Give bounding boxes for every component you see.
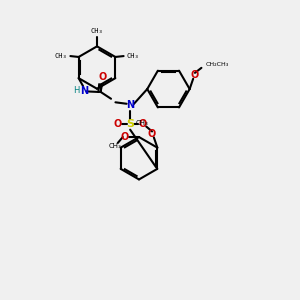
Text: S: S xyxy=(126,119,134,129)
Text: O: O xyxy=(120,132,128,142)
Text: H: H xyxy=(73,86,80,95)
Text: CH₃: CH₃ xyxy=(109,143,121,149)
Text: O: O xyxy=(138,119,147,129)
Text: CH₃: CH₃ xyxy=(91,28,103,34)
Text: CH₃: CH₃ xyxy=(55,53,68,59)
Text: N: N xyxy=(80,86,88,96)
Text: N: N xyxy=(126,100,134,110)
Text: O: O xyxy=(99,72,107,82)
Text: CH₂CH₃: CH₂CH₃ xyxy=(206,62,229,68)
Text: O: O xyxy=(148,128,156,139)
Text: CH₃: CH₃ xyxy=(136,121,148,127)
Text: O: O xyxy=(114,119,122,129)
Text: CH₃: CH₃ xyxy=(127,53,139,59)
Text: O: O xyxy=(191,70,199,80)
